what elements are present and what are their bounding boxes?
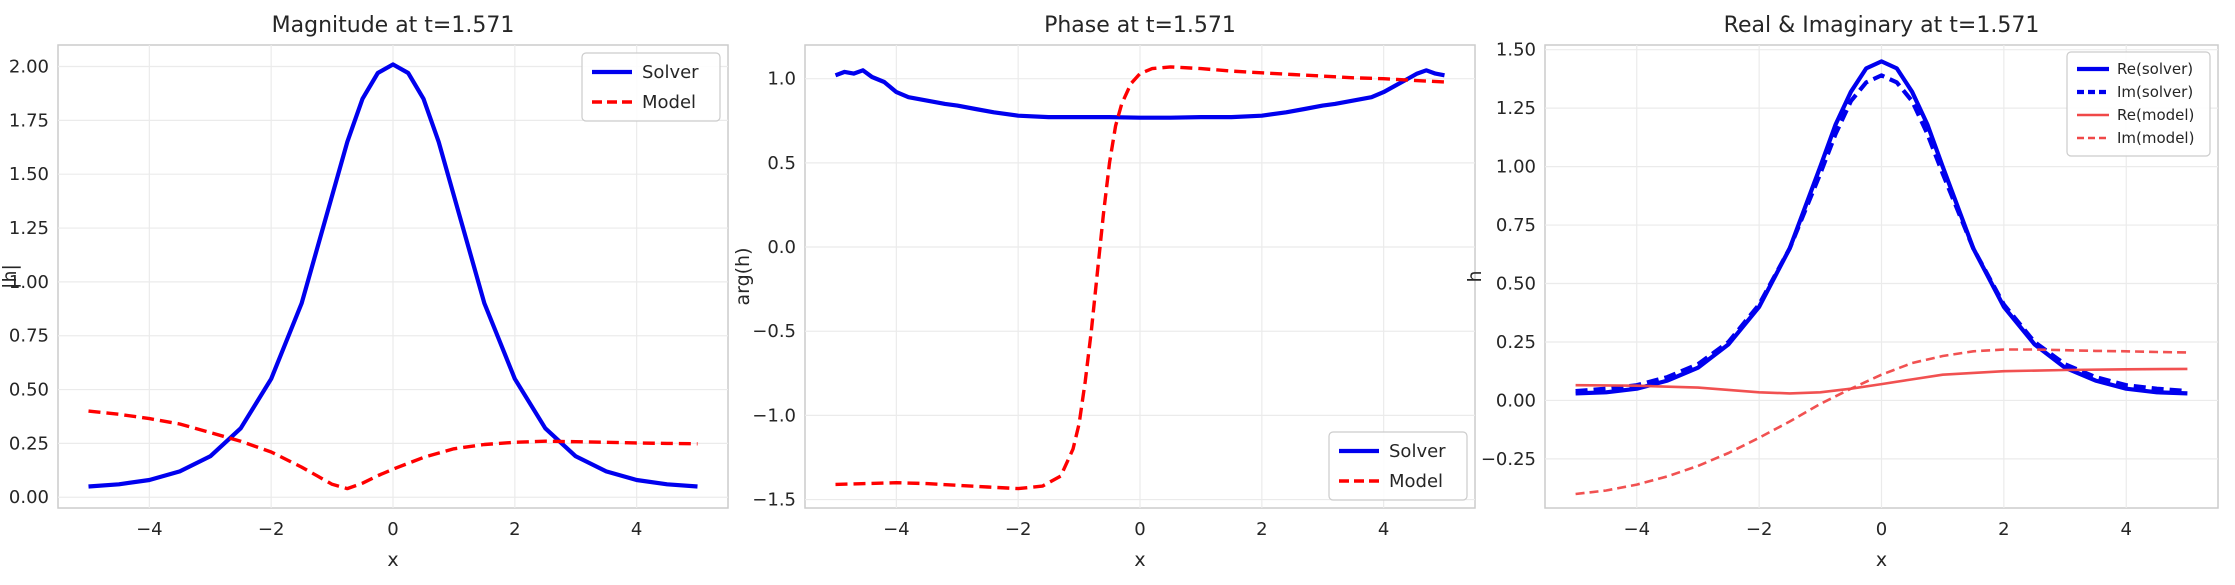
- x-tick-label: 2: [1998, 519, 2009, 540]
- x-tick-label: −2: [258, 519, 285, 540]
- legend-label: Re(solver): [2117, 60, 2193, 78]
- chart-title: Magnitude at t=1.571: [272, 13, 515, 38]
- y-tick-label: 1.50: [1496, 40, 1536, 61]
- series-line-model: [835, 65, 1445, 491]
- y-tick-label: 0.00: [9, 487, 49, 508]
- legend-label: Solver: [642, 62, 699, 83]
- y-axis-label: arg(h): [732, 247, 754, 305]
- legend-label: Model: [642, 92, 696, 113]
- x-tick-label: 4: [2121, 519, 2132, 540]
- legend-label: Im(solver): [2117, 83, 2193, 101]
- y-tick-label: 0.00: [1496, 390, 1536, 411]
- y-tick-label: 2.00: [9, 57, 49, 78]
- chart-title: Real & Imaginary at t=1.571: [1724, 13, 2040, 38]
- series-line-solver: [88, 62, 698, 489]
- x-tick-label: −4: [883, 519, 910, 540]
- x-tick-label: −2: [1746, 519, 1773, 540]
- y-tick-label: −1.0: [752, 405, 796, 426]
- x-tick-label: 0: [387, 519, 398, 540]
- series-line-im-solver: [1575, 73, 2188, 394]
- x-tick-label: 2: [509, 519, 520, 540]
- y-tick-label: 0.0: [767, 237, 796, 258]
- series-line-solver: [834, 68, 1445, 120]
- series-line-re-solver: [1575, 59, 2188, 396]
- y-axis-label: |h|: [0, 264, 21, 289]
- y-tick-label: −0.25: [1481, 449, 1536, 470]
- legend: Re(solver) Im(solver) Re(model) Im(model): [2066, 51, 2211, 157]
- x-tick-label: −2: [1005, 519, 1032, 540]
- y-tick-label: −1.5: [752, 490, 796, 511]
- legend-label: Model: [1389, 471, 1443, 492]
- y-tick-label: 1.25: [9, 218, 49, 239]
- subplot-3: −4 −2 0 2 4 −0.25 0.00 0.25 0.50 0.75 1.00 1.25 1.50…: [1464, 13, 2219, 571]
- y-tick-label: 1.25: [1496, 98, 1536, 119]
- x-tick-label: 4: [1378, 519, 1389, 540]
- subplot-2: −4 −2 0 2 4 −1.5 −1.0 −0.5 0.0 0.5 1.0 Phase at t=1…: [732, 13, 1476, 571]
- legend-label: Im(model): [2117, 129, 2194, 147]
- y-tick-label: 1.00: [9, 272, 49, 293]
- legend: Solver Model: [581, 52, 721, 122]
- y-axis-label: h: [1464, 270, 1486, 282]
- y-tick-label: −0.5: [752, 321, 796, 342]
- x-tick-label: −4: [136, 519, 163, 540]
- y-tick-label: 0.75: [1496, 215, 1536, 236]
- series-line-im-model: [1575, 348, 2188, 496]
- legend-label: Solver: [1389, 441, 1446, 462]
- y-tick-label: 1.0: [767, 69, 796, 90]
- x-axis-label: x: [1134, 549, 1145, 571]
- y-tick-label: 0.75: [9, 326, 49, 347]
- subplot-1: −4 −2 0 2 4 0.00 0.25 0.50 0.75 1.00 1.25 1.50 1.75 2…: [0, 13, 729, 571]
- y-tick-label: 1.50: [9, 164, 49, 185]
- legend: Solver Model: [1328, 431, 1468, 501]
- x-tick-label: 0: [1134, 519, 1145, 540]
- y-tick-label: 0.5: [767, 153, 796, 174]
- y-tick-label: 0.50: [1496, 274, 1536, 295]
- x-tick-label: 2: [1256, 519, 1267, 540]
- y-tick-label: 0.50: [9, 380, 49, 401]
- y-tick-label: 1.75: [9, 110, 49, 131]
- x-tick-label: 4: [631, 519, 642, 540]
- chart-title: Phase at t=1.571: [1044, 13, 1236, 38]
- series-line-re-model: [1575, 367, 2188, 395]
- y-tick-label: 0.25: [1496, 332, 1536, 353]
- x-tick-label: 0: [1876, 519, 1887, 540]
- x-axis-label: x: [1876, 549, 1887, 571]
- legend-label: Re(model): [2117, 106, 2194, 124]
- x-axis-label: x: [387, 549, 398, 571]
- legend-box: [2066, 51, 2211, 157]
- series-line-model: [88, 409, 698, 491]
- x-tick-label: −4: [1623, 519, 1650, 540]
- y-tick-label: 1.00: [1496, 157, 1536, 178]
- y-tick-label: 0.25: [9, 433, 49, 454]
